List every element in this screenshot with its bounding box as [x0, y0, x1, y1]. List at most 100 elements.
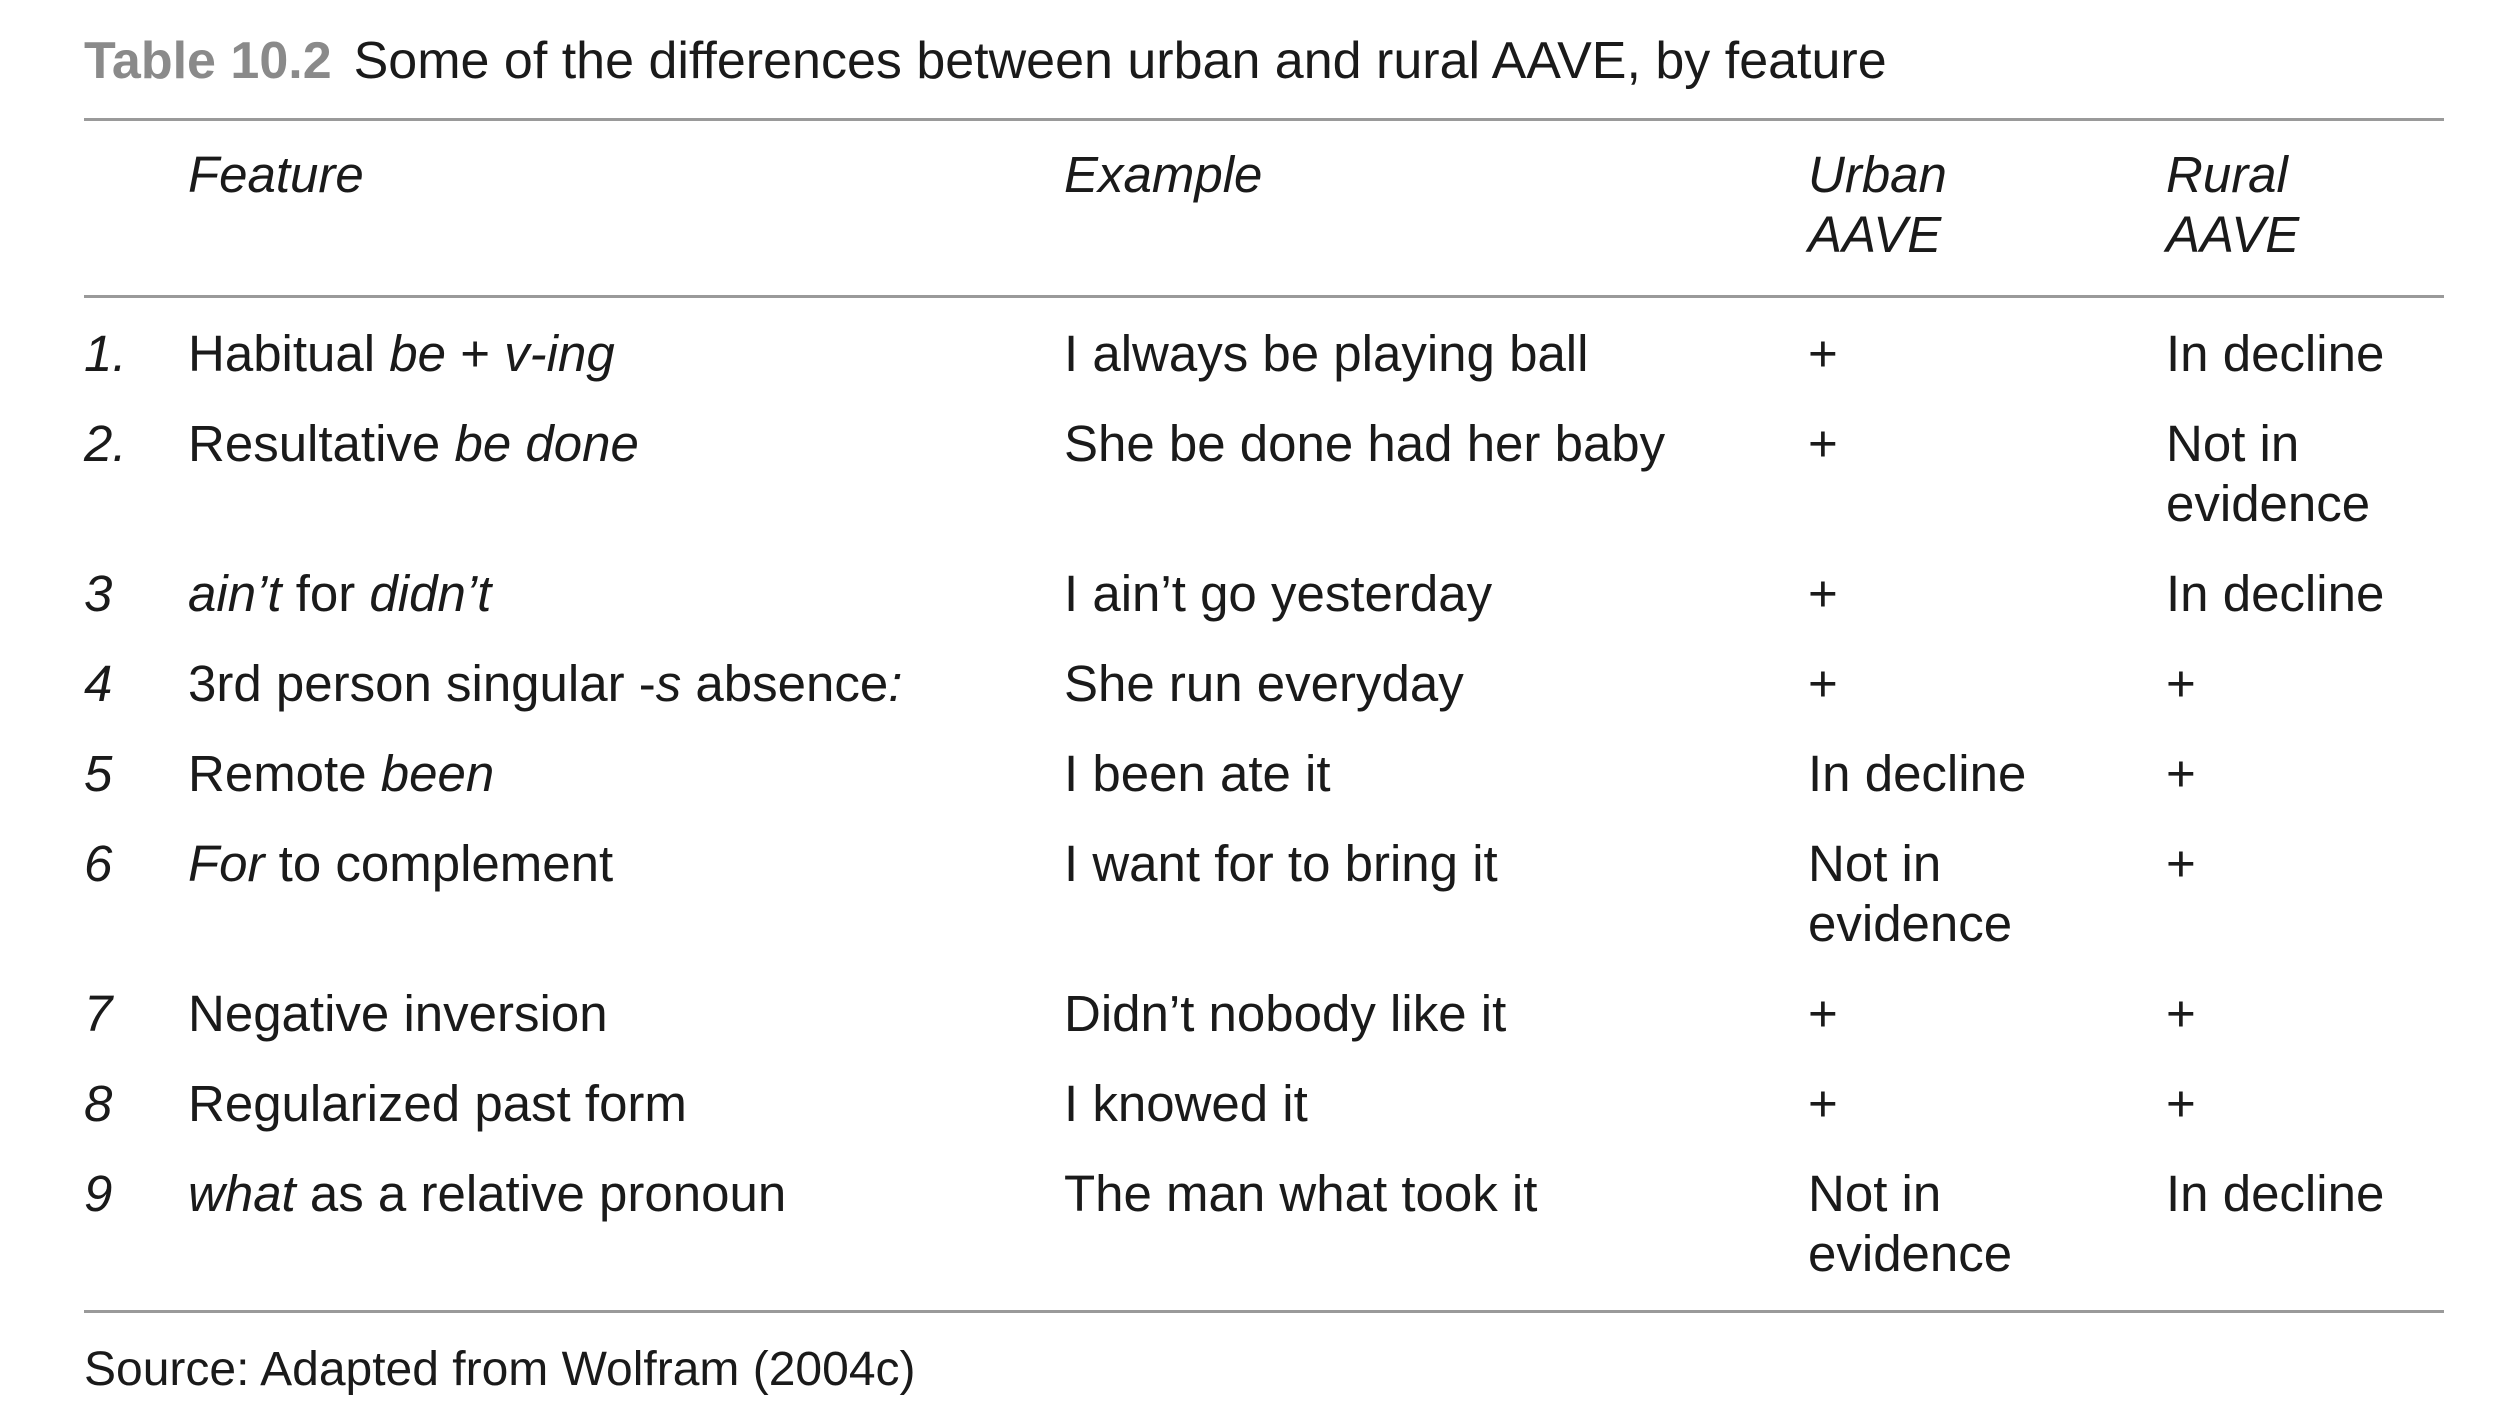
urban-value: +: [1808, 325, 1838, 382]
feature-text: s: [655, 655, 682, 712]
rural-value: +: [2166, 655, 2196, 712]
example-cell: Didn’t nobody like it: [1064, 985, 1507, 1042]
example-cell: I been ate it: [1064, 745, 1331, 802]
header-urban-line1: Urban: [1808, 146, 1947, 203]
rural-aave-cell: Not in evidence: [2166, 414, 2444, 564]
feature-cell: Habitual be + v-ing: [188, 298, 1064, 414]
feature-cell: For to complement: [188, 834, 1064, 984]
example-cell: The man what took it: [1064, 1165, 1538, 1222]
urban-value: evidence: [1808, 1225, 2013, 1282]
header-urban-line2: AAVE: [1808, 206, 1942, 263]
urban-value: +: [1808, 655, 1838, 712]
table-row: 8 Regularized past form I knowed it + +: [84, 1074, 2444, 1164]
rural-aave-cell: +: [2166, 744, 2444, 834]
feature-text: Regularized past form: [188, 1075, 687, 1132]
urban-aave-cell: +: [1808, 564, 2166, 654]
urban-value: Not in: [1808, 835, 1942, 892]
source-note: Source: Adapted from Wolfram (2004c): [84, 1343, 916, 1396]
feature-text: Remote: [188, 745, 381, 802]
header-urban-aave: Urban AAVE: [1808, 121, 2166, 295]
urban-value: +: [1808, 565, 1838, 622]
rural-value: Not in: [2166, 415, 2300, 472]
feature-text: Resultative: [188, 415, 455, 472]
rural-aave-cell: In decline: [2166, 1164, 2444, 1310]
example-cell: I always be playing ball: [1064, 325, 1589, 382]
urban-aave-cell: +: [1808, 414, 2166, 564]
rural-value: In decline: [2166, 565, 2385, 622]
rural-aave-cell: +: [2166, 654, 2444, 744]
feature-cell: Negative inversion: [188, 984, 1064, 1074]
urban-aave-cell: Not in evidence: [1808, 834, 2166, 984]
rural-aave-cell: +: [2166, 834, 2444, 984]
feature-text: ain’t: [188, 565, 282, 622]
table-row: 6 For to complement I want for to bring it…: [84, 834, 2444, 984]
urban-aave-cell: +: [1808, 298, 2166, 414]
header-num: [84, 121, 188, 295]
example-cell: I ain’t go yesterday: [1064, 565, 1493, 622]
feature-text: :: [888, 655, 903, 712]
feature-text: to complement: [264, 835, 614, 892]
feature-text: v-ing: [504, 325, 615, 382]
rural-value: In decline: [2166, 1165, 2385, 1222]
table-row: 4 3rd person singular -s absence: She run …: [84, 654, 2444, 744]
urban-value: evidence: [1808, 895, 2013, 952]
rural-value: evidence: [2166, 475, 2371, 532]
table-row: 1. Habitual be + v-ing I always be playing…: [84, 298, 2444, 414]
header-rural-line2: AAVE: [2166, 206, 2300, 263]
feature-cell: Remote been: [188, 744, 1064, 834]
table-title: Some of the differences between urban an…: [353, 32, 1887, 90]
example-cell: She be done had her baby: [1064, 415, 1666, 472]
table-header: Feature Example Urban AAVE Rural AAVE: [84, 121, 2444, 295]
feature-text: For: [188, 835, 265, 892]
urban-value: Not in: [1808, 1165, 1942, 1222]
row-number: 3: [84, 565, 113, 622]
rural-aave-cell: In decline: [2166, 564, 2444, 654]
rural-value: +: [2166, 1075, 2196, 1132]
bottom-rule: [84, 1310, 2444, 1313]
header-rule: [84, 295, 2444, 298]
urban-value: +: [1808, 415, 1838, 472]
table-row: 5 Remote been I been ate it In decline +: [84, 744, 2444, 834]
urban-value: In decline: [1808, 745, 2027, 802]
table-figure: Table 10.2 Some of the differences betwee…: [84, 30, 2444, 1399]
table-row: 2. Resultative be done She be done had her…: [84, 414, 2444, 564]
table-row: 9 what as a relative pronoun The man what …: [84, 1164, 2444, 1310]
urban-aave-cell: +: [1808, 1074, 2166, 1164]
header-rural-line1: Rural: [2166, 146, 2288, 203]
table-body: 1. Habitual be + v-ing I always be playing…: [84, 298, 2444, 1310]
row-number: 4: [84, 655, 113, 712]
feature-cell: ain’t for didn’t: [188, 564, 1064, 654]
feature-cell: Regularized past form: [188, 1074, 1064, 1164]
feature-text: as a relative pronoun: [295, 1165, 787, 1222]
urban-aave-cell: +: [1808, 984, 2166, 1074]
example-cell: She run everyday: [1064, 655, 1464, 712]
feature-cell: what as a relative pronoun: [188, 1164, 1064, 1310]
urban-value: +: [1808, 1075, 1838, 1132]
rural-aave-cell: In decline: [2166, 298, 2444, 414]
feature-text: didn’t: [369, 565, 492, 622]
urban-aave-cell: +: [1808, 654, 2166, 744]
example-cell: I knowed it: [1064, 1075, 1308, 1132]
feature-text: what: [188, 1165, 296, 1222]
table-caption: Table 10.2 Some of the differences betwee…: [84, 30, 2444, 92]
feature-text: 3rd person singular -: [188, 655, 656, 712]
header-rural-aave: Rural AAVE: [2166, 121, 2444, 295]
row-number: 2.: [84, 415, 127, 472]
feature-cell: Resultative be done: [188, 414, 1064, 564]
feature-text: Habitual: [188, 325, 390, 382]
rural-value: +: [2166, 985, 2196, 1042]
header-feature: Feature: [188, 146, 364, 203]
feature-text: be: [389, 325, 447, 382]
features-table-body: 1. Habitual be + v-ing I always be playing…: [84, 298, 2444, 1310]
row-number: 8: [84, 1075, 113, 1132]
row-number: 9: [84, 1165, 113, 1222]
rural-value: In decline: [2166, 325, 2385, 382]
urban-aave-cell: In decline: [1808, 744, 2166, 834]
feature-text: be done: [454, 415, 639, 472]
row-number: 7: [84, 985, 113, 1042]
features-table: Feature Example Urban AAVE Rural AAVE: [84, 121, 2444, 295]
table-row: 3 ain’t for didn’t I ain’t go yesterday + In…: [84, 564, 2444, 654]
table-number: Table 10.2: [84, 32, 332, 90]
feature-cell: 3rd person singular -s absence:: [188, 654, 1064, 744]
feature-text: +: [446, 325, 505, 382]
